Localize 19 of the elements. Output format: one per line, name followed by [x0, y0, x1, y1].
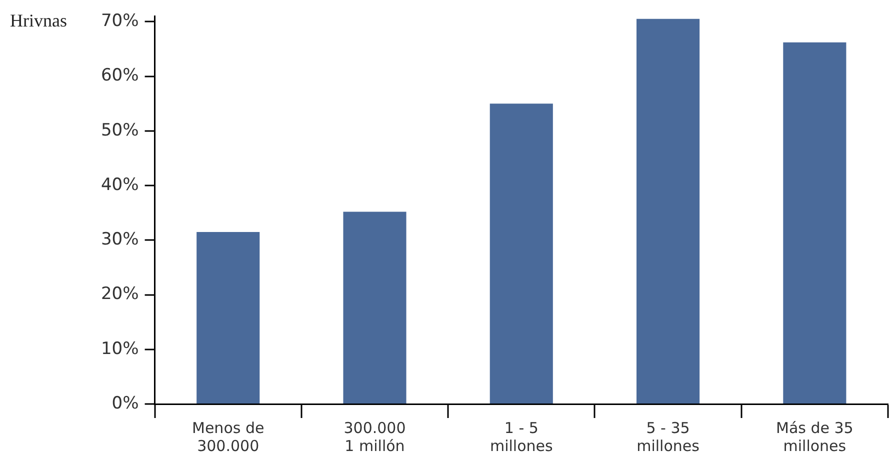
x-tick-label: Menos de 300.000: [192, 418, 264, 455]
x-tick-label: Más de 35 millones: [776, 418, 854, 455]
y-tick-label: 60%: [100, 66, 139, 86]
y-tick-label: 20%: [100, 284, 139, 304]
y-tick-label: 40%: [100, 174, 139, 195]
x-tick-label: 1 - 5 millones: [490, 418, 553, 455]
bar: [783, 42, 846, 404]
y-tick-label: 70%: [100, 11, 139, 32]
bar: [636, 18, 700, 404]
bar: [343, 212, 406, 404]
x-tick-label: 300.000 1 millón: [344, 418, 406, 455]
y-tick-label: 50%: [100, 120, 139, 140]
y-axis-title: Hrivnas: [10, 10, 67, 30]
bar: [196, 232, 260, 404]
y-tick-label: 0%: [112, 393, 139, 414]
y-tick-label: 30%: [100, 230, 139, 250]
y-tick-label: 10%: [100, 338, 139, 359]
x-tick-label: 5 - 35 millones: [636, 418, 700, 455]
bar: [490, 104, 553, 404]
